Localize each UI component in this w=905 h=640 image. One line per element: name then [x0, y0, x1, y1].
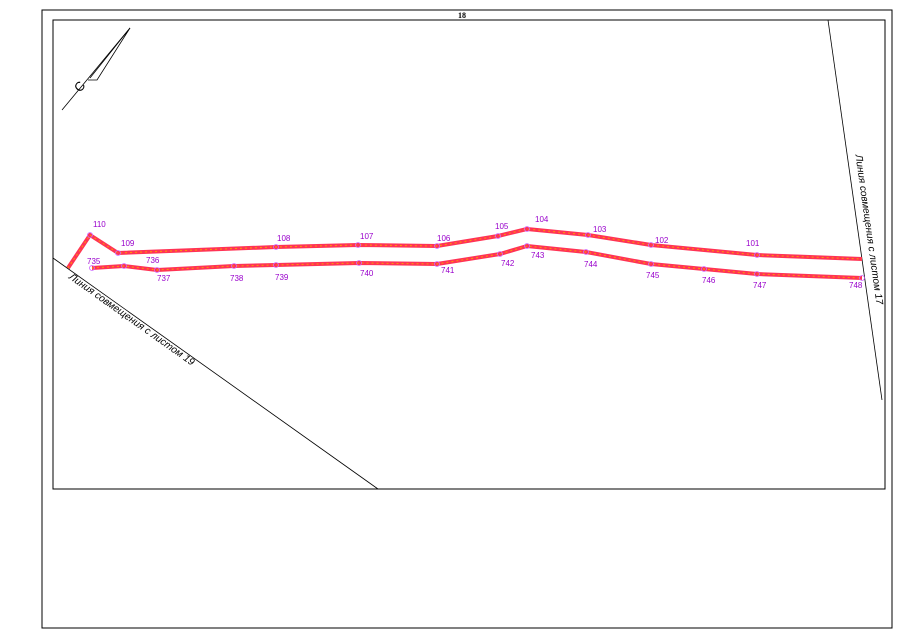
point-label: 103	[593, 225, 607, 234]
point-label: 742	[501, 259, 515, 268]
point-label: 746	[702, 276, 716, 285]
match-line-17	[827, 19, 883, 401]
survey-point	[154, 267, 160, 273]
survey-point	[524, 226, 530, 232]
survey-point	[121, 263, 127, 269]
match-line-19	[52, 257, 379, 490]
survey-point	[648, 261, 654, 267]
point-label: 740	[360, 269, 374, 278]
point-label: 744	[584, 260, 598, 269]
point-label: 743	[531, 251, 545, 260]
survey-point	[356, 260, 362, 266]
map-frame	[52, 19, 886, 490]
point-label: 738	[230, 274, 244, 283]
point-label: 748	[849, 281, 863, 290]
point-label: 109	[121, 239, 135, 248]
point-label: 102	[655, 236, 669, 245]
north-label: С	[71, 78, 89, 95]
survey-point	[434, 261, 440, 267]
survey-point	[648, 242, 654, 248]
outer-frame	[41, 9, 893, 629]
point-label: 741	[441, 266, 455, 275]
survey-point	[115, 250, 121, 256]
point-label: 745	[646, 271, 660, 280]
point-label: 736	[146, 256, 160, 265]
survey-point	[859, 275, 865, 281]
survey-point	[87, 232, 93, 238]
survey-point	[524, 243, 530, 249]
point-label: 108	[277, 234, 291, 243]
survey-point	[754, 252, 760, 258]
point-label: 106	[437, 234, 451, 243]
survey-point	[273, 244, 279, 250]
sheet-number: 18	[458, 11, 466, 20]
survey-point	[585, 232, 591, 238]
survey-point	[701, 266, 707, 272]
point-label: 110	[93, 220, 106, 229]
survey-point	[495, 233, 501, 239]
survey-point	[583, 249, 589, 255]
point-label: 101	[746, 239, 760, 248]
survey-point	[497, 251, 503, 257]
survey-point	[754, 271, 760, 277]
survey-point	[434, 243, 440, 249]
survey-point	[89, 265, 95, 271]
route-outline	[66, 227, 863, 270]
route-outline	[91, 244, 863, 280]
point-label: 735	[87, 257, 101, 266]
point-label: 747	[753, 281, 767, 290]
route-centerline	[67, 228, 863, 269]
point-label: 104	[535, 215, 549, 224]
point-label: 107	[360, 232, 374, 241]
point-label: 737	[157, 274, 171, 283]
point-label: 105	[495, 222, 509, 231]
point-label: 739	[275, 273, 289, 282]
survey-point	[231, 263, 237, 269]
survey-point	[273, 262, 279, 268]
north-arrow	[61, 27, 131, 111]
match-line-label: Линия совмещения с листом 19	[66, 271, 197, 368]
survey-point	[355, 242, 361, 248]
